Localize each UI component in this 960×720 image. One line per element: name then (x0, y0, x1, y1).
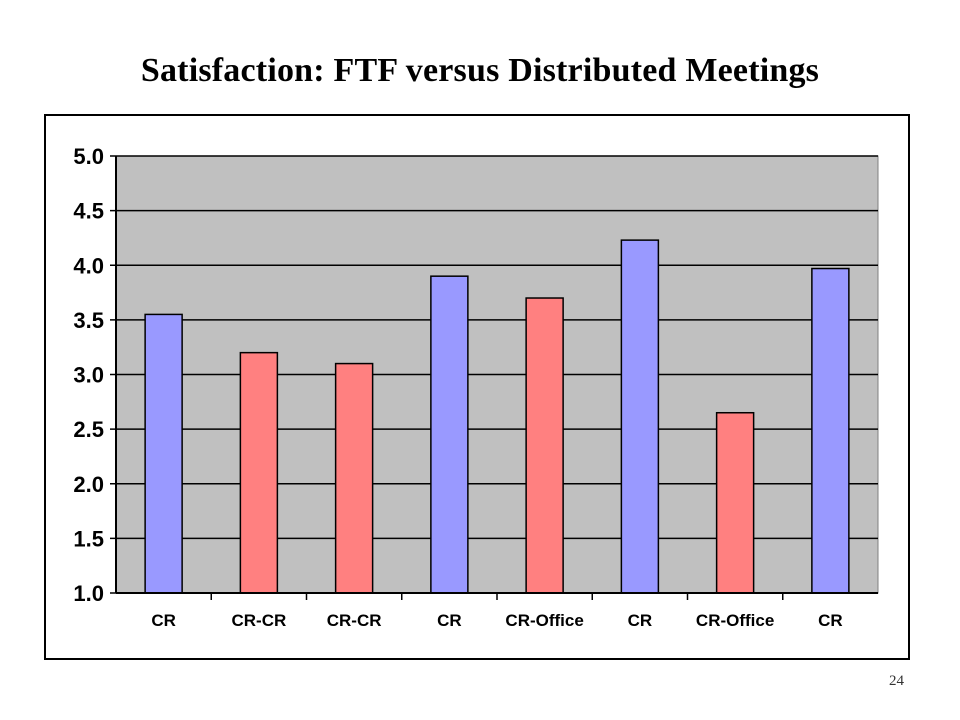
x-tick-label: CR (437, 611, 462, 630)
y-tick-label: 5.0 (73, 144, 104, 169)
x-tick-label: CR-CR (231, 611, 286, 630)
x-tick-labels: CR CR-CR CR-CR CR CR-Office CR CR-Office CR (151, 611, 842, 630)
bar-2 (239, 351, 279, 594)
y-tick-label: 3.0 (73, 363, 104, 388)
axes (115, 156, 878, 594)
bar-7 (715, 411, 755, 594)
bar-chart: 1.0 1.5 2.0 2.5 3.0 3.5 4.0 4.5 5.0 CR CR-CR CR-CR… (73, 144, 879, 630)
y-tick-label: 2.0 (73, 472, 104, 497)
x-tick-label: CR (151, 611, 176, 630)
y-tick-labels: 1.0 1.5 2.0 2.5 3.0 3.5 4.0 4.5 5.0 (73, 144, 104, 606)
bar-6 (620, 239, 660, 594)
bar-5 (525, 297, 564, 594)
x-tick-label: CR-Office (505, 611, 583, 630)
bar-1 (144, 313, 183, 594)
y-tick-label: 2.5 (73, 417, 104, 442)
x-tick-label: CR-Office (696, 611, 774, 630)
y-tick-label: 1.5 (73, 526, 104, 551)
bars (144, 239, 850, 594)
x-tick-label: CR (628, 611, 653, 630)
x-tick-label: CR-CR (327, 611, 382, 630)
page-number: 24 (889, 673, 904, 689)
y-tick-label: 4.5 (73, 199, 104, 224)
chart-frame: 1.0 1.5 2.0 2.5 3.0 3.5 4.0 4.5 5.0 CR CR-CR CR-CR… (44, 114, 910, 660)
y-tick-label: 1.0 (73, 581, 104, 606)
bar-8 (811, 267, 850, 594)
y-tick-label: 3.5 (73, 308, 104, 333)
bar-4 (430, 275, 469, 594)
slide-title: Satisfaction: FTF versus Distributed Mee… (140, 52, 820, 89)
x-tick-label: CR (818, 611, 843, 630)
bar-3 (334, 362, 374, 594)
y-tick-label: 4.0 (73, 253, 104, 278)
